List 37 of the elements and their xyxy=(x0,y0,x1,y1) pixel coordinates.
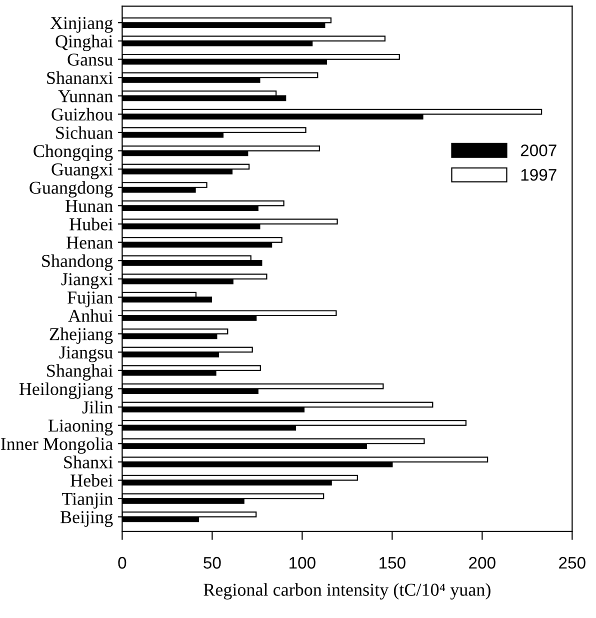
y-tick-label: Heilongjiang xyxy=(19,382,113,399)
y-tick-label: Shanghai xyxy=(47,364,113,381)
x-tick-label: 250 xyxy=(559,556,586,569)
y-tick-label: Beijing xyxy=(60,511,113,527)
y-tick-label: Jiangsu xyxy=(59,346,113,362)
y-tick-label: Yunnan xyxy=(58,90,113,102)
y-tick-label: Guangdong xyxy=(30,181,113,198)
y-tick-label: Jilin xyxy=(82,400,113,414)
y-tick-label: Shandong xyxy=(42,254,113,271)
x-tick-label: 50 xyxy=(204,556,221,569)
y-tick-label: Tianjin xyxy=(62,492,113,509)
y-tick-label: Hebei xyxy=(70,474,113,487)
y-tick-label: Henan xyxy=(66,236,113,249)
y-tick-label: Qinghai xyxy=(56,34,113,52)
y-tick-label: Liaoning xyxy=(48,420,113,436)
x-axis-title: Regional carbon intensity (tC/10⁴ yuan) xyxy=(204,583,490,600)
y-tick-label: Zhejiang xyxy=(50,328,113,344)
y-tick-label: Chongqing xyxy=(34,144,113,161)
y-tick-label: Guizhou xyxy=(52,108,113,121)
y-tick-label: Fujian xyxy=(68,292,113,308)
y-tick-label: Shanxi xyxy=(64,456,113,468)
x-tick-label: 0 xyxy=(118,556,126,569)
y-tick-label: Inner Mongolia xyxy=(0,437,113,454)
x-tick-label: 150 xyxy=(380,556,406,569)
x-tick-label: 100 xyxy=(290,556,316,569)
x-tick-label: 200 xyxy=(469,556,496,569)
y-tick-label: Jiangxi xyxy=(61,273,113,290)
y-tick-label: Hubei xyxy=(70,218,113,230)
y-tick-label: Shananxi xyxy=(47,71,113,84)
y-tick-label: Gansu xyxy=(68,54,113,66)
y-tick-label: Guangxi xyxy=(52,163,113,180)
y-tick-label: Xinjiang xyxy=(50,16,113,33)
legend-label: 2007 xyxy=(520,144,556,156)
legend-label: 1997 xyxy=(521,168,556,181)
y-tick-label: Sichuan xyxy=(56,126,113,139)
y-tick-label: Hunan xyxy=(66,200,113,212)
y-tick-label: Anhui xyxy=(68,309,113,322)
